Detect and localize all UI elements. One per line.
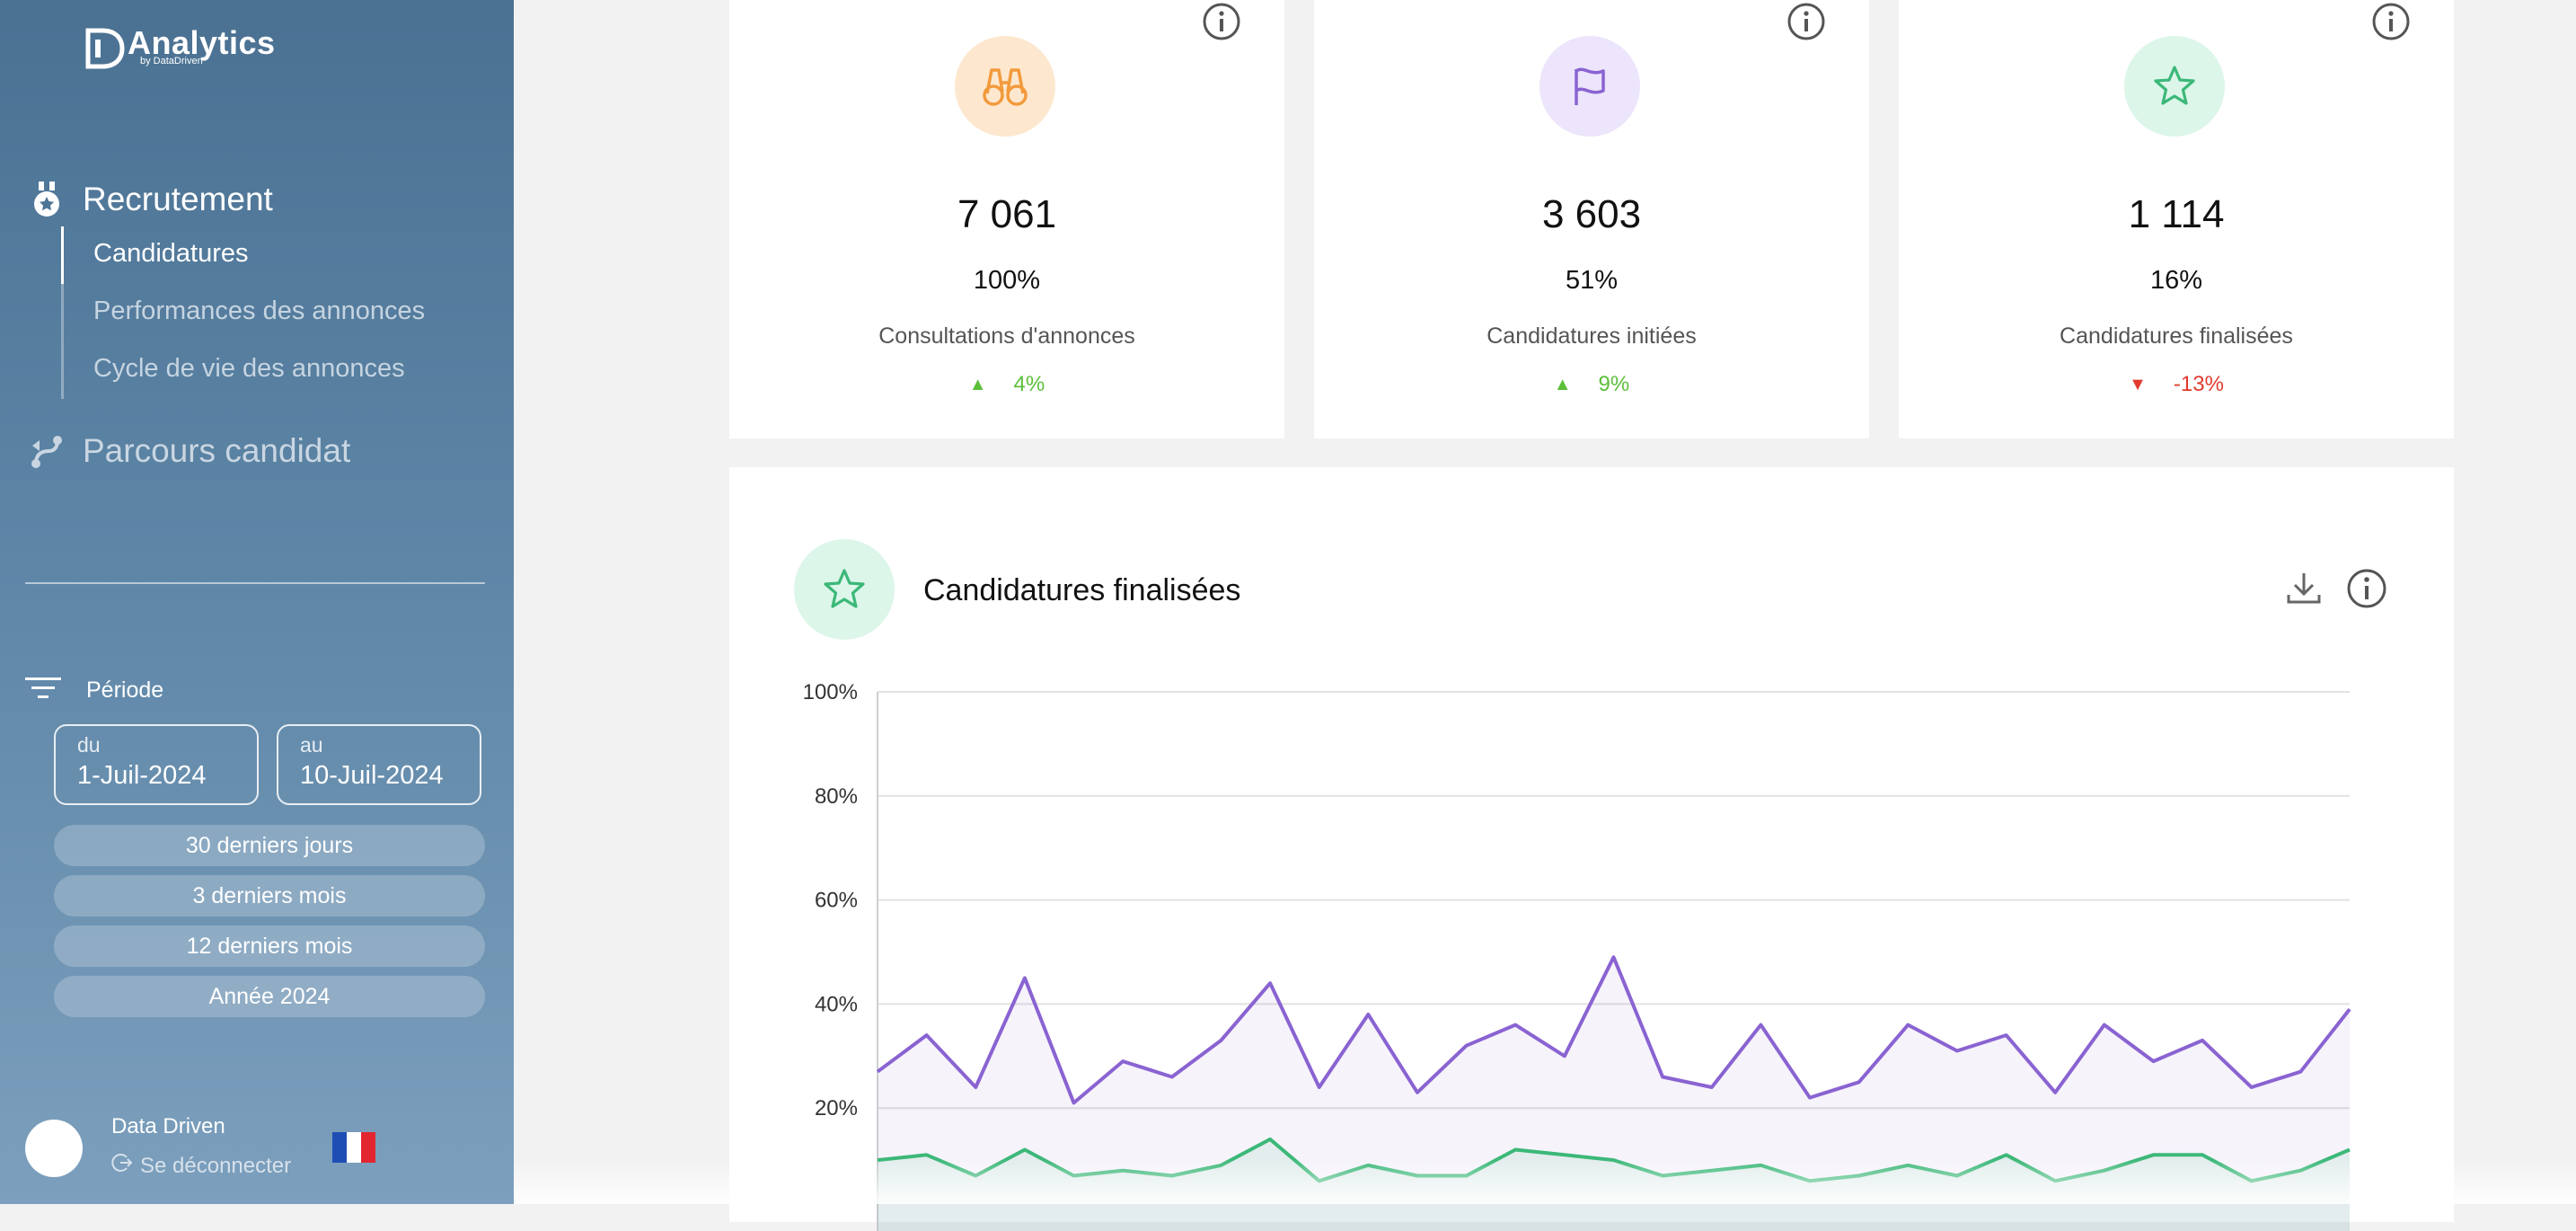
kpi-label: Candidatures finalisées — [2060, 323, 2293, 349]
chart-icon-circle — [794, 539, 895, 640]
date-to-label: au — [300, 733, 323, 757]
series-line-0 — [876, 955, 2351, 1105]
nav-item-cycle-de-vie[interactable]: Cycle de vie des annonces — [93, 354, 405, 383]
kpi-card-consultations: 7 061 100% Consultations d'annonces ▲ 4% — [729, 0, 1284, 438]
journey-icon — [27, 431, 66, 471]
chart-title: Candidatures finalisées — [923, 573, 1241, 607]
star-icon — [2154, 66, 2195, 105]
chart-card: Candidatures finalisées 100% 80% 60% 40% 20% — [729, 467, 2454, 1231]
nav-item-performances[interactable]: Performances des annonces — [93, 297, 426, 325]
kpi-percent: 16% — [2149, 266, 2203, 295]
preset-year-button[interactable]: Année 2024 — [54, 976, 485, 1017]
info-icon[interactable] — [1786, 2, 1826, 46]
kpi-icon-circle — [1539, 36, 1640, 137]
y-tick-label: 100% — [803, 680, 858, 704]
nav-item-candidatures[interactable]: Candidatures — [93, 239, 249, 268]
chart-plot: 100% 80% 60% 40% 20% — [803, 680, 2351, 1231]
preset-12-months-button[interactable]: 12 derniers mois — [54, 925, 485, 967]
y-tick-label: 60% — [815, 889, 858, 913]
user-name: Data Driven — [111, 1114, 225, 1138]
date-to-field[interactable]: au 10-Juil-2024 — [277, 724, 481, 805]
medal-icon — [27, 180, 66, 219]
y-tick-label: 20% — [815, 1096, 858, 1120]
active-indicator — [61, 226, 64, 284]
kpi-icon-circle — [2124, 36, 2225, 137]
kpi-trend-value: -13% — [2173, 372, 2224, 396]
kpi-trend: ▲ 4% — [729, 372, 1284, 397]
user-panel: Data Driven Se déconnecter — [25, 1114, 492, 1186]
logout-link[interactable]: Se déconnecter — [111, 1152, 291, 1180]
nav-section-parcours[interactable]: Parcours candidat — [27, 431, 350, 471]
kpi-label: Candidatures initiées — [1486, 323, 1697, 349]
brand-name: Analytics — [128, 24, 276, 61]
sidebar-divider — [25, 582, 485, 584]
info-icon[interactable] — [2346, 568, 2387, 614]
period-filter-header: Période — [25, 676, 163, 705]
flag-icon — [1575, 67, 1605, 105]
nav-section-label: Parcours candidat — [83, 432, 351, 469]
y-tick-label: 40% — [815, 992, 858, 1016]
kpi-value: 1 114 — [2128, 192, 2225, 236]
kpi-trend: ▲ 9% — [1314, 372, 1869, 397]
trend-up-icon: ▲ — [968, 374, 987, 394]
trend-down-icon: ▼ — [2129, 374, 2147, 394]
kpi-trend-value: 9% — [1598, 372, 1630, 396]
kpi-trend: ▼ -13% — [1899, 372, 2454, 397]
kpi-percent: 100% — [973, 266, 1041, 295]
binoculars-icon — [983, 68, 1028, 106]
filter-icon — [25, 676, 61, 705]
nav-section-label: Recrutement — [83, 181, 273, 217]
logo-mark-icon — [85, 28, 125, 69]
star-icon — [824, 569, 865, 608]
sidebar: Analytics by DataDriven Recrutement Cand… — [0, 0, 514, 1204]
kpi-label: Consultations d'annonces — [878, 323, 1135, 349]
preset-3-months-button[interactable]: 3 derniers mois — [54, 875, 485, 917]
kpi-value: 3 603 — [1541, 192, 1642, 236]
y-tick-label: 80% — [815, 784, 858, 809]
subnav-recrutement: Candidatures Performances des annonces C… — [61, 226, 459, 399]
kpi-icon-circle — [955, 36, 1055, 137]
period-label: Période — [86, 677, 164, 703]
avatar[interactable] — [25, 1120, 83, 1177]
brand-logo[interactable]: Analytics by DataDriven — [83, 25, 276, 72]
info-icon[interactable] — [1202, 2, 1241, 46]
brand-sub: by DataDriven — [140, 56, 203, 66]
kpi-percent: 51% — [1565, 266, 1619, 295]
kpi-trend-value: 4% — [1013, 372, 1045, 396]
logout-label: Se déconnecter — [140, 1153, 292, 1178]
kpi-card-finalisees: 1 114 16% Candidatures finalisées ▼ -13% — [1899, 0, 2454, 438]
info-icon[interactable] — [2371, 2, 2411, 46]
preset-30-days-button[interactable]: 30 derniers jours — [54, 825, 485, 866]
trend-up-icon: ▲ — [1553, 374, 1572, 394]
flag-fr-icon[interactable] — [332, 1132, 375, 1163]
date-from-value: 1-Juil-2024 — [77, 761, 207, 790]
date-from-label: du — [77, 733, 101, 757]
download-icon[interactable] — [2283, 568, 2325, 614]
kpi-value: 7 061 — [957, 192, 1057, 236]
logout-icon — [111, 1152, 133, 1180]
date-from-field[interactable]: du 1-Juil-2024 — [54, 724, 259, 805]
nav-section-recrutement[interactable]: Recrutement — [27, 180, 273, 219]
kpi-card-initiees: 3 603 51% Candidatures initiées ▲ 9% — [1314, 0, 1869, 438]
date-to-value: 10-Juil-2024 — [300, 761, 444, 790]
